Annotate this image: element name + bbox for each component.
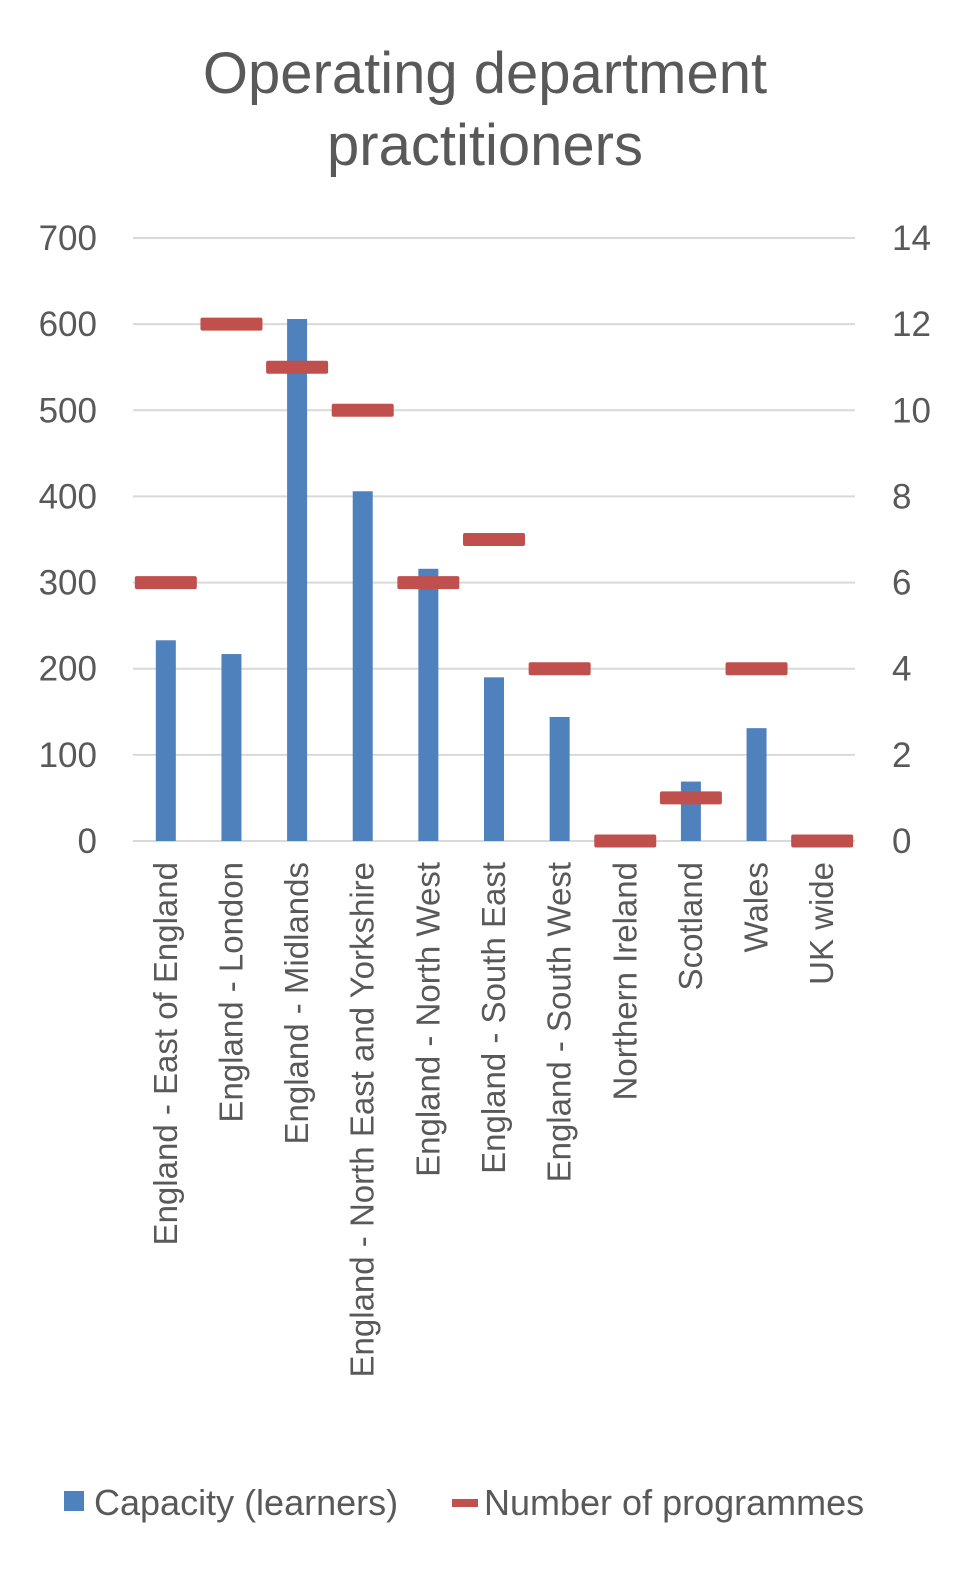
bar-capacity [221, 654, 242, 841]
bar-capacity [746, 728, 767, 841]
y-left-tick-label: 500 [39, 391, 97, 430]
y-right-tick-label: 0 [892, 822, 911, 861]
y-left-tick-label: 700 [39, 219, 97, 258]
marker-programmes [331, 403, 394, 417]
x-tick-label: England - North West [409, 862, 446, 1177]
y-left-tick-label: 200 [39, 650, 97, 689]
x-tick-label: Northern Ireland [606, 862, 643, 1100]
marker-programmes [463, 533, 525, 546]
y-left-tick-label: 600 [39, 305, 97, 344]
y-right-tick-label: 8 [892, 477, 911, 516]
bar-capacity [287, 318, 308, 842]
y-left-tick-label: 300 [39, 564, 97, 603]
chart-title-line-1: Operating department [202, 41, 768, 106]
legend-label-programmes: Number of programmes [484, 1482, 864, 1523]
marker-programmes [594, 834, 657, 848]
y-right-tick-label: 2 [892, 736, 911, 775]
marker-programmes [725, 662, 788, 676]
y-left-tick-label: 100 [39, 736, 97, 775]
y-left-tick-label: 0 [78, 822, 97, 861]
y-right-tick-label: 12 [892, 305, 931, 344]
x-tick-label: England - London [212, 862, 249, 1123]
marker-programmes [397, 576, 460, 590]
marker-programmes [266, 360, 329, 374]
y-right-tick-label: 6 [892, 564, 911, 603]
y-right-tick-label: 14 [892, 219, 931, 258]
legend-swatch-capacity [64, 1491, 84, 1511]
marker-programmes [659, 791, 722, 805]
x-tick-label: England - South East [475, 862, 512, 1174]
chart-title-line-2: practitioners [327, 113, 643, 178]
y-right-tick-label: 4 [892, 650, 911, 689]
x-tick-label: UK wide [803, 862, 840, 985]
y-right-tick-label: 10 [892, 391, 931, 430]
bar-capacity [418, 568, 439, 841]
bar-capacity [680, 781, 701, 841]
marker-programmes [791, 834, 854, 848]
marker-programmes [528, 662, 591, 676]
legend-swatch-programmes [452, 1499, 478, 1507]
x-tick-label: England - South West [541, 862, 578, 1182]
bar-capacity [484, 677, 504, 841]
y-left-tick-label: 400 [39, 477, 97, 516]
x-tick-label: England - East of England [147, 862, 184, 1245]
x-tick-label: Wales [738, 862, 775, 952]
marker-programmes [200, 317, 263, 331]
x-tick-label: England - Midlands [278, 862, 315, 1145]
marker-programmes [134, 576, 197, 590]
legend-label-capacity: Capacity (learners) [94, 1482, 398, 1523]
x-tick-label: England - North East and Yorkshire [344, 862, 381, 1377]
bar-capacity [352, 491, 373, 841]
x-tick-label: Scotland [672, 862, 709, 990]
bar-capacity [549, 716, 570, 841]
bar-capacity [155, 640, 176, 841]
